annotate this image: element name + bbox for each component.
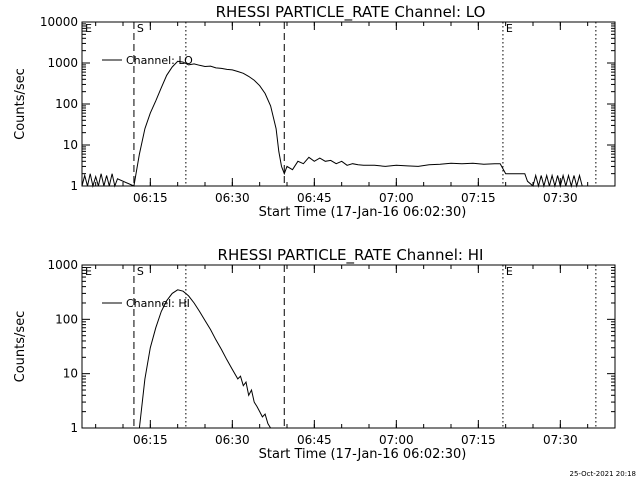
marker-label: S (137, 22, 144, 35)
y-tick-label: 1000 (47, 258, 78, 272)
y-tick-label: 10000 (40, 15, 78, 29)
y-tick-label: 10 (63, 138, 78, 152)
chart-title: RHESSI PARTICLE_RATE Channel: LO (216, 3, 486, 22)
x-tick-label: 06:45 (297, 433, 332, 447)
marker-label: S (137, 265, 144, 278)
x-tick-label: 06:15 (133, 433, 168, 447)
x-tick-label: 07:30 (543, 433, 578, 447)
x-tick-label: 07:30 (543, 191, 578, 205)
y-axis-label: Counts/sec (13, 68, 28, 140)
y-tick-label: 1 (70, 179, 78, 193)
series-line (138, 289, 272, 429)
x-tick-label: 07:15 (461, 433, 496, 447)
panel-lo: RHESSI PARTICLE_RATE Channel: LO 06:15 06:… (13, 3, 616, 220)
series-line (81, 60, 583, 188)
x-tick-label: 06:30 (215, 191, 250, 205)
y-tick-label: 10 (63, 367, 78, 381)
x-tick-label: 06:45 (297, 191, 332, 205)
legend-label: Channel: LO (126, 54, 193, 67)
legend-label: Channel: HI (126, 297, 190, 310)
plot-frame (81, 264, 616, 429)
chart-title: RHESSI PARTICLE_RATE Channel: HI (218, 246, 484, 265)
timestamp-label: 25-Oct-2021 20:18 (570, 470, 636, 478)
y-tick-label: 1 (70, 421, 78, 435)
y-axis-label: Counts/sec (13, 311, 28, 383)
marker-label: E (85, 265, 92, 278)
marker-label: E (85, 22, 92, 35)
y-tick-label: 1000 (47, 56, 78, 70)
plot-frame (81, 21, 616, 187)
x-tick-label: 06:30 (215, 433, 250, 447)
y-tick-label: 100 (55, 97, 78, 111)
x-axis-label: Start Time (17-Jan-16 06:02:30) (259, 447, 467, 462)
x-tick-label: 06:15 (133, 191, 168, 205)
marker-label: E (506, 265, 513, 278)
x-tick-label: 07:15 (461, 191, 496, 205)
panel-hi: RHESSI PARTICLE_RATE Channel: HI 06:15 06:… (13, 246, 616, 462)
y-tick-label: 100 (55, 312, 78, 326)
x-axis-label: Start Time (17-Jan-16 06:02:30) (259, 205, 467, 220)
x-tick-label: 07:00 (379, 191, 414, 205)
marker-label: E (506, 22, 513, 35)
x-tick-label: 07:00 (379, 433, 414, 447)
